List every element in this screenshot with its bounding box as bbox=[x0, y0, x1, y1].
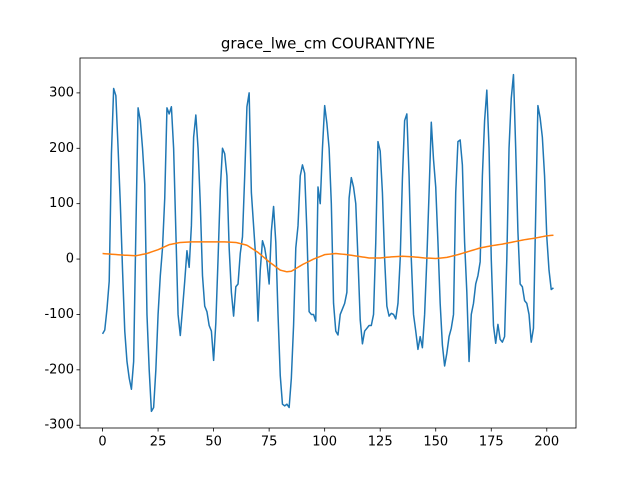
y-tick-label: 300 bbox=[49, 85, 74, 100]
y-tick-label: -300 bbox=[44, 418, 74, 433]
data-line bbox=[102, 234, 554, 273]
x-tick-label: 125 bbox=[368, 435, 393, 450]
x-tick-label: 175 bbox=[479, 435, 504, 450]
y-tick-label: 100 bbox=[49, 196, 74, 211]
data-line bbox=[101, 73, 554, 413]
y-tick-label: 200 bbox=[49, 141, 74, 156]
chart-title: grace_lwe_cm COURANTYNE bbox=[221, 35, 435, 54]
x-tick-label: 100 bbox=[312, 435, 337, 450]
x-tick-label: 25 bbox=[150, 435, 167, 450]
x-tick-label: 200 bbox=[534, 435, 559, 450]
x-tick-label: 150 bbox=[423, 435, 448, 450]
y-tick-label: -200 bbox=[44, 362, 74, 377]
x-tick-label: 0 bbox=[98, 435, 106, 450]
x-tick-label: 50 bbox=[205, 435, 222, 450]
y-tick-label: 0 bbox=[66, 252, 74, 267]
axes-frame bbox=[79, 57, 577, 429]
y-tick-label: -100 bbox=[44, 307, 74, 322]
x-tick-label: 75 bbox=[261, 435, 278, 450]
